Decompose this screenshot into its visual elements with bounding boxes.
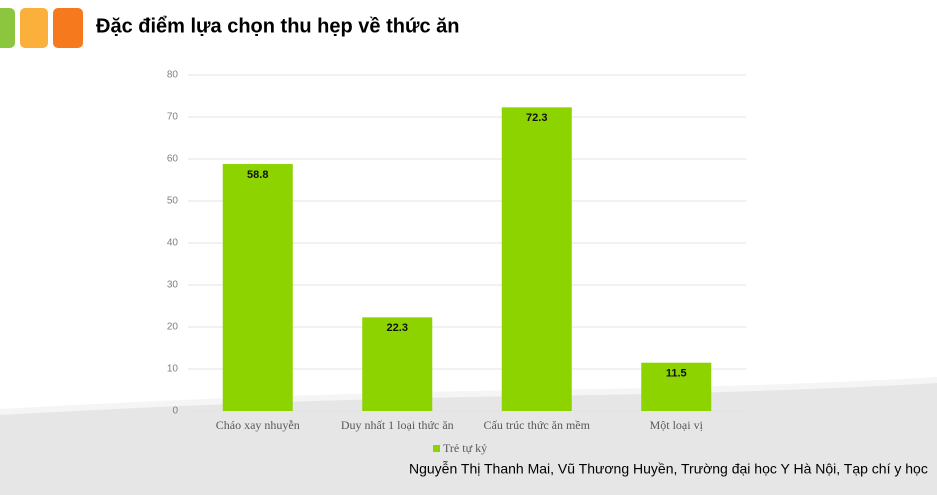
value-label: 11.5	[666, 368, 687, 380]
bar	[641, 362, 712, 411]
y-tick-label: 10	[167, 364, 179, 375]
deco-square	[53, 8, 83, 48]
legend-label: Trẻ tự kỷ	[443, 441, 487, 455]
chart-title: Đặc điểm lựa chọn thu hẹp về thức ăn	[96, 15, 459, 37]
value-label: 22.3	[387, 322, 408, 334]
bar	[501, 107, 572, 411]
source-note: Nguyễn Thị Thanh Mai, Vũ Thương Huyền, T…	[409, 461, 928, 477]
background-swoosh	[0, 380, 937, 495]
y-tick-label: 20	[167, 322, 179, 333]
bar	[222, 164, 293, 411]
deco-square	[0, 8, 15, 48]
x-tick-label: Cháo xay nhuyễn	[216, 418, 300, 432]
x-tick-label: Cấu trúc thức ăn mềm	[484, 418, 591, 432]
value-label: 72.3	[526, 112, 547, 124]
y-tick-label: 40	[167, 238, 179, 249]
y-tick-label: 30	[167, 280, 179, 291]
legend-swatch	[433, 445, 440, 452]
value-label: 58.8	[247, 169, 268, 181]
x-tick-label: Một loại vị	[650, 418, 704, 432]
y-tick-label: 70	[167, 112, 179, 123]
bar	[362, 317, 433, 411]
y-tick-label: 80	[167, 70, 179, 81]
y-tick-label: 0	[172, 406, 178, 417]
y-tick-label: 60	[167, 154, 179, 165]
x-tick-label: Duy nhất 1 loại thức ăn	[341, 418, 454, 432]
y-tick-label: 50	[167, 196, 179, 207]
deco-square	[20, 8, 48, 48]
